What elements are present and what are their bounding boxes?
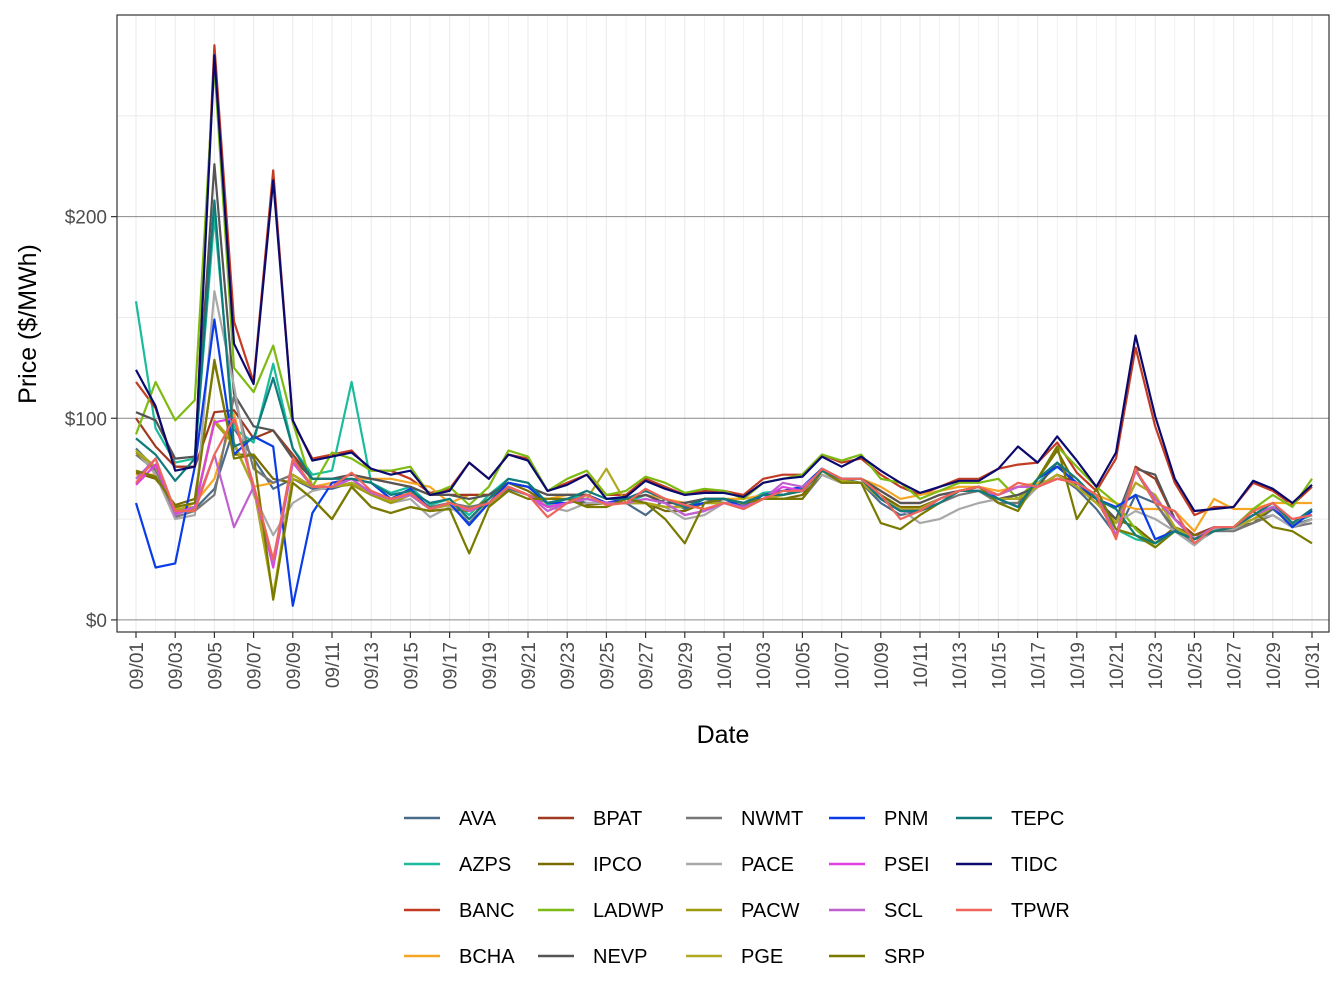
legend-label: PNM (884, 808, 928, 830)
x-tick-label: 09/21 (519, 642, 540, 690)
legend-item-psei: PSEI (829, 854, 930, 876)
legend: AVA AZPS BANC BCHA BPAT IPCO LADWP NEVP NWMT PACE… (404, 808, 1070, 968)
x-tick-label: 09/23 (558, 642, 579, 690)
series-line-ladwp (134, 64, 1313, 549)
legend-item-ladwp: LADWP (538, 900, 664, 922)
x-tick-label: 10/21 (1107, 642, 1128, 690)
x-tick-label: 09/27 (637, 642, 658, 690)
x-tick-label: 10/09 (872, 642, 893, 690)
y-tick-label: $200 (65, 208, 107, 229)
x-tick-label: 10/29 (1264, 642, 1285, 690)
legend-item-bpat: BPAT (538, 808, 642, 830)
series-line-tidc (135, 54, 1313, 513)
x-tick-label: 10/25 (1185, 642, 1206, 690)
x-tick-label: 10/03 (754, 642, 775, 690)
grid (117, 15, 1329, 632)
x-tick-label: 10/15 (989, 642, 1010, 690)
x-tick-label: 09/09 (284, 642, 305, 690)
legend-label: SRP (884, 946, 925, 968)
legend-label: TPWR (1011, 900, 1070, 922)
x-tick-label: 09/13 (362, 642, 383, 690)
x-tick-label: 09/29 (676, 642, 697, 690)
x-tick-label: 10/13 (950, 642, 971, 690)
legend-item-azps: AZPS (404, 854, 511, 876)
x-tick-label: 09/01 (127, 642, 148, 690)
legend-item-ava: AVA (404, 808, 497, 830)
legend-label: NEVP (593, 946, 647, 968)
legend-label: TIDC (1011, 854, 1058, 876)
legend-label: PGE (741, 946, 783, 968)
x-tick-label: 09/15 (401, 642, 422, 690)
legend-label: LADWP (593, 900, 664, 922)
legend-label: PACE (741, 854, 794, 876)
legend-item-pnm: PNM (829, 808, 928, 830)
x-axis-title: Date (697, 721, 750, 749)
y-axis-title: Price ($/MWh) (14, 244, 42, 404)
legend-item-ipco: IPCO (538, 854, 642, 876)
series-line-tepc (135, 199, 1313, 545)
x-tick-label: 09/17 (441, 642, 462, 690)
legend-item-tidc: TIDC (956, 854, 1058, 876)
legend-label: NWMT (741, 808, 803, 830)
x-tick-label: 10/19 (1068, 642, 1089, 690)
legend-label: PACW (741, 900, 800, 922)
x-tick-label: 10/01 (715, 642, 736, 690)
x-tick-label: 10/07 (833, 642, 854, 690)
legend-label: PSEI (884, 854, 930, 876)
legend-item-nevp: NEVP (538, 946, 647, 968)
legend-item-srp: SRP (829, 946, 925, 968)
x-tick-label: 10/27 (1225, 642, 1246, 690)
legend-item-tpwr: TPWR (956, 900, 1070, 922)
y-tick-label: $0 (86, 611, 107, 632)
legend-label: AVA (459, 808, 497, 830)
legend-label: BCHA (459, 946, 515, 968)
legend-item-pge: PGE (686, 946, 783, 968)
legend-item-bcha: BCHA (404, 946, 515, 968)
legend-label: IPCO (593, 854, 642, 876)
legend-item-tepc: TEPC (956, 808, 1064, 830)
axes: $0 $100 $200 09/01 09/03 09/05 09/07 09/09 09/11… (65, 208, 1324, 690)
x-tick-label: 10/31 (1303, 642, 1324, 690)
x-tick-label: 10/17 (1029, 642, 1050, 690)
x-tick-label: 09/19 (480, 642, 501, 690)
x-tick-label: 10/11 (911, 642, 932, 688)
legend-label: TEPC (1011, 808, 1064, 830)
legend-item-pacw: PACW (686, 900, 800, 922)
x-tick-label: 10/23 (1146, 642, 1167, 690)
x-tick-label: 09/05 (205, 642, 226, 690)
legend-item-scl: SCL (829, 900, 923, 922)
y-tick-label: $100 (65, 409, 107, 430)
series-lines (134, 44, 1313, 607)
legend-label: BANC (459, 900, 515, 922)
legend-item-banc: BANC (404, 900, 515, 922)
series-line-tpwr (135, 417, 1313, 561)
x-tick-label: 09/03 (166, 642, 187, 690)
plot-panel-border (116, 14, 1330, 633)
legend-label: BPAT (593, 808, 642, 830)
legend-label: SCL (884, 900, 923, 922)
legend-label: AZPS (459, 854, 511, 876)
x-tick-label: 10/05 (793, 642, 814, 690)
x-tick-label: 09/25 (597, 642, 618, 690)
legend-item-nwmt: NWMT (686, 808, 803, 830)
x-tick-label: 09/07 (245, 642, 266, 690)
x-tick-label: 09/11 (323, 642, 344, 688)
legend-item-pace: PACE (686, 854, 794, 876)
